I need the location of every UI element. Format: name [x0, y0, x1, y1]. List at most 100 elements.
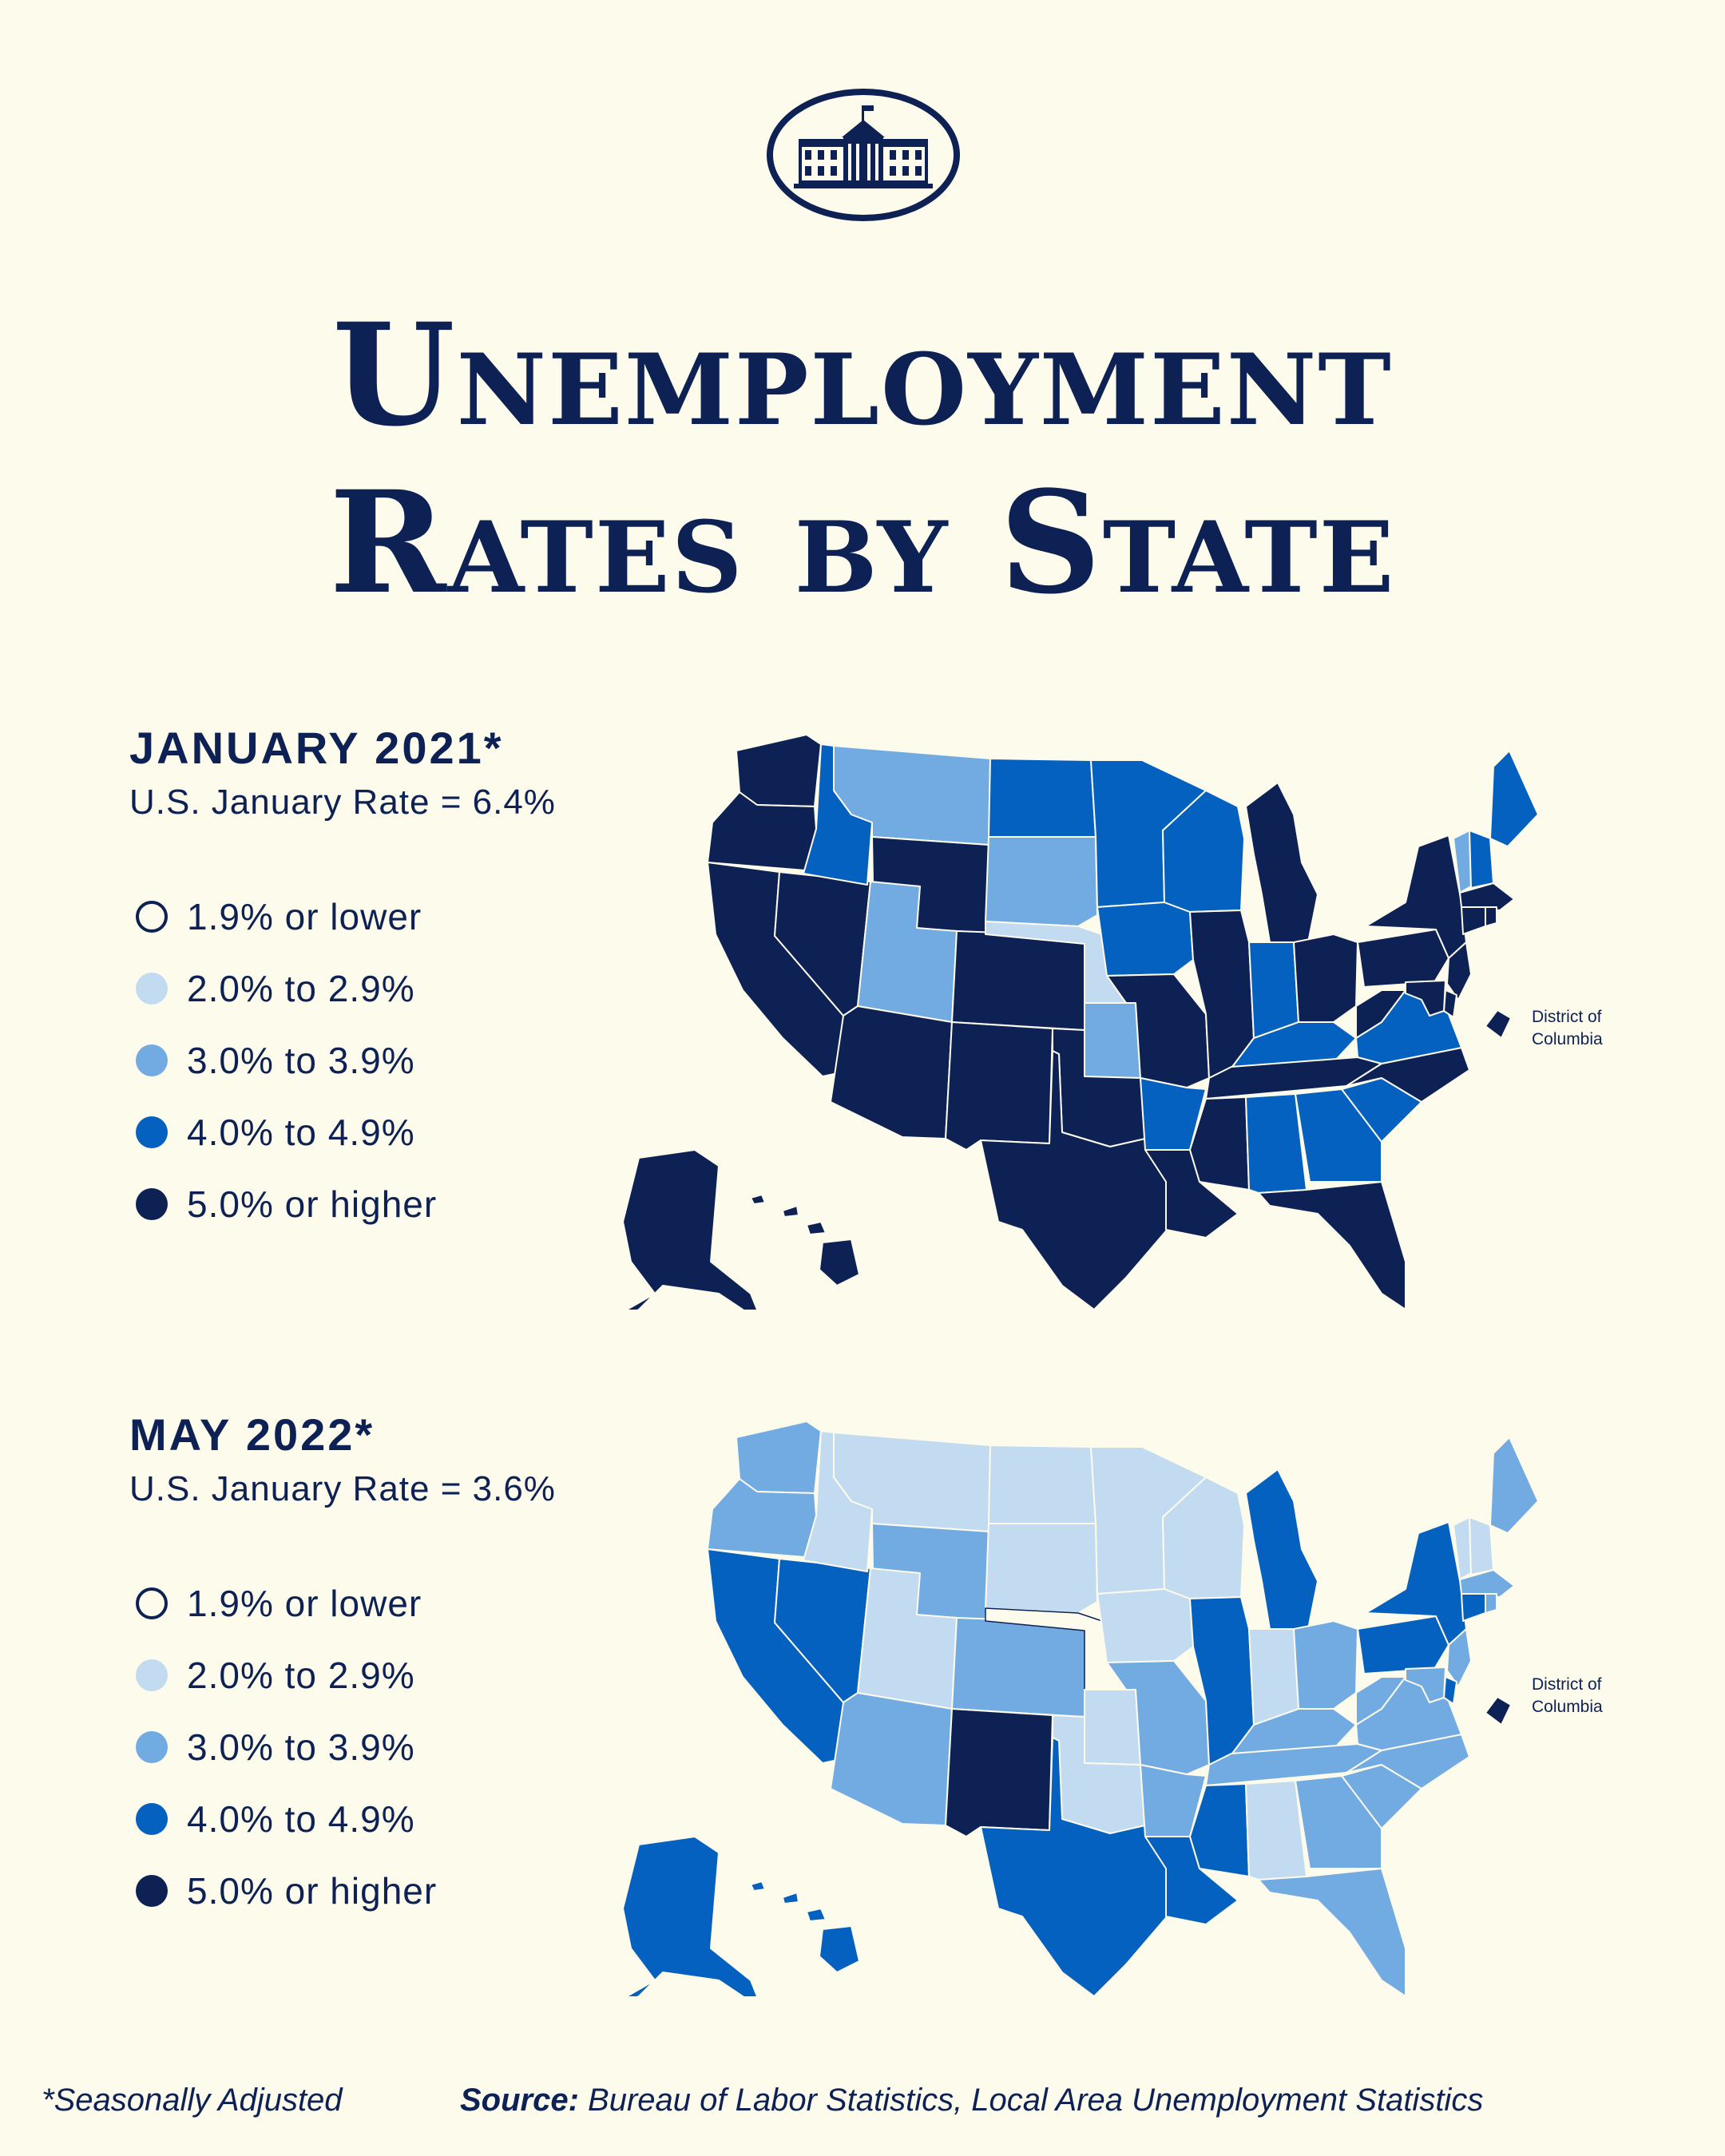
state-me	[1489, 1437, 1539, 1534]
dc-label-line-1: District of	[1532, 1675, 1602, 1694]
state-fl	[1258, 1181, 1406, 1310]
legend-item: 4.0% to 4.9%	[136, 1108, 551, 1180]
panel-1-heading: JANUARY 2021*	[129, 723, 504, 773]
state-ar	[1140, 1077, 1207, 1151]
state-ak	[622, 1149, 759, 1310]
state-wa	[736, 1421, 822, 1494]
legend-label: 5.0% or higher	[187, 1870, 438, 1912]
state-fl	[1258, 1868, 1406, 1996]
legend-swatch	[136, 1803, 168, 1835]
page-title-line-2: Rates by State	[329, 460, 1396, 625]
dc-label: District of Columbia	[1532, 1006, 1603, 1051]
state-md	[1405, 980, 1446, 1017]
state-nd	[988, 1445, 1096, 1524]
state-az	[830, 1692, 953, 1826]
panel-2-heading: MAY 2022*	[129, 1409, 375, 1460]
legend-item: 3.0% to 3.9%	[136, 1036, 551, 1108]
legend-item: 4.0% to 4.9%	[136, 1795, 551, 1867]
state-nj	[1446, 1628, 1472, 1687]
state-oh	[1293, 933, 1358, 1023]
source-text: Bureau of Labor Statistics, Local Area U…	[578, 2083, 1484, 2118]
state-ri	[1485, 1593, 1497, 1614]
legend-label: 3.0% to 3.9%	[187, 1040, 415, 1081]
dc-label-line-2: Columbia	[1532, 1030, 1603, 1048]
us-map-january-2021	[622, 734, 1539, 1310]
state-oh	[1293, 1620, 1358, 1710]
state-ct	[1461, 1593, 1486, 1622]
legend-swatch	[136, 1044, 168, 1076]
state-ar	[1140, 1764, 1207, 1837]
state-me	[1489, 750, 1539, 847]
source-label: Source:	[460, 2083, 579, 2118]
state-ia	[1096, 902, 1194, 977]
legend-swatch	[136, 1659, 168, 1691]
panel-2-legend: 1.9% or lower 2.0% to 2.9% 3.0% to 3.9% …	[136, 1579, 551, 1939]
legend-label: 2.0% to 2.9%	[187, 968, 415, 1009]
footnote: *Seasonally Adjusted	[42, 2083, 343, 2118]
dc-label: District of Columbia	[1532, 1674, 1603, 1718]
legend-swatch	[136, 1116, 168, 1148]
white-house-logo	[767, 89, 960, 221]
state-az	[830, 1005, 953, 1139]
state-nd	[988, 758, 1096, 838]
state-md	[1405, 1667, 1446, 1703]
legend-item: 2.0% to 2.9%	[136, 1651, 551, 1723]
legend-swatch	[136, 1188, 168, 1220]
legend-item: 1.9% or lower	[136, 1579, 551, 1651]
legend-label: 1.9% or lower	[187, 896, 422, 937]
legend-swatch	[136, 901, 168, 933]
state-wv	[1355, 1676, 1406, 1726]
legend-label: 2.0% to 2.9%	[187, 1655, 415, 1696]
state-co	[951, 1617, 1087, 1718]
state-mi	[1245, 1468, 1319, 1630]
us-map-may-2022	[622, 1421, 1539, 1996]
state-ak	[622, 1836, 759, 1996]
legend-item: 5.0% or higher	[136, 1867, 551, 1939]
state-ks	[1084, 1689, 1141, 1766]
state-hi	[750, 1881, 860, 1973]
legend-swatch	[136, 1875, 168, 1907]
state-mi	[1245, 782, 1319, 943]
state-nj	[1446, 941, 1472, 1001]
state-nm	[945, 1021, 1053, 1151]
state-in	[1248, 941, 1299, 1039]
state-dc	[1485, 1696, 1512, 1726]
legend-swatch	[136, 973, 168, 1005]
state-nh	[1469, 1516, 1494, 1575]
state-wi	[1162, 790, 1245, 913]
dc-label-line-2: Columbia	[1532, 1698, 1603, 1716]
legend-item: 5.0% or higher	[136, 1180, 551, 1252]
legend-swatch	[136, 1587, 168, 1619]
state-pa	[1357, 929, 1449, 988]
legend-item: 2.0% to 2.9%	[136, 965, 551, 1036]
state-ma	[1459, 1569, 1515, 1598]
state-sd	[985, 836, 1098, 927]
legend-item: 1.9% or lower	[136, 893, 551, 965]
legend-label: 1.9% or lower	[187, 1583, 422, 1624]
state-ma	[1459, 882, 1515, 911]
state-in	[1248, 1628, 1299, 1726]
state-dc	[1485, 1009, 1512, 1039]
state-wv	[1355, 989, 1406, 1039]
state-nm	[945, 1708, 1053, 1837]
state-sd	[985, 1523, 1098, 1614]
dc-label-line-1: District of	[1532, 1008, 1602, 1026]
legend-label: 3.0% to 3.9%	[187, 1726, 415, 1768]
legend-item: 3.0% to 3.9%	[136, 1723, 551, 1795]
state-hi	[750, 1194, 860, 1286]
source-line: Source: Bureau of Labor Statistics, Loca…	[460, 2083, 1483, 2118]
state-pa	[1357, 1615, 1449, 1674]
panel-1-us-rate: U.S. January Rate = 6.4%	[129, 783, 556, 822]
panel-1-legend: 1.9% or lower 2.0% to 2.9% 3.0% to 3.9% …	[136, 893, 551, 1252]
state-co	[951, 930, 1087, 1031]
state-nh	[1469, 830, 1494, 889]
state-wi	[1162, 1476, 1245, 1599]
state-wa	[736, 734, 822, 807]
legend-swatch	[136, 1731, 168, 1763]
page-title-line-1: Unemployment	[332, 292, 1393, 458]
state-ri	[1485, 906, 1497, 927]
legend-label: 5.0% or higher	[187, 1183, 438, 1225]
state-ks	[1084, 1002, 1141, 1079]
state-ia	[1096, 1588, 1194, 1663]
panel-2-us-rate: U.S. January Rate = 3.6%	[129, 1469, 556, 1508]
